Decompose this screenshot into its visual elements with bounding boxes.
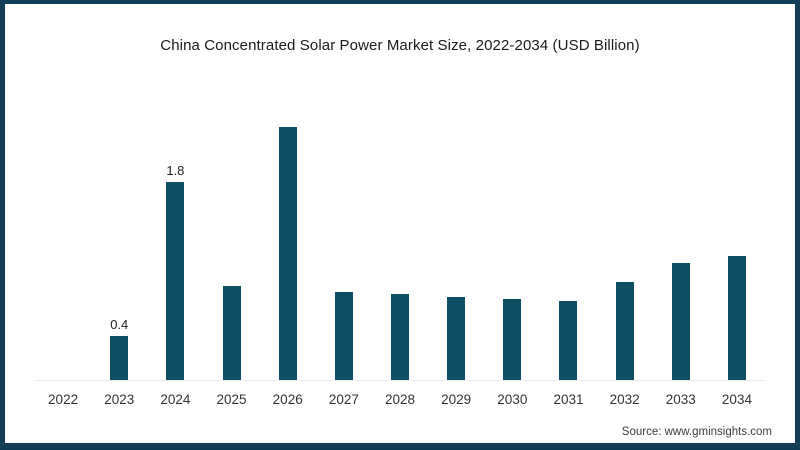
bar-2033 [671,262,690,380]
x-tick-2032: 2032 [609,392,640,407]
bar-chart-plot-area: 0.4 1.8 [35,100,765,381]
bar-slot-2026 [260,100,316,380]
bar-slot-2031 [540,100,596,380]
bar-2029 [447,296,466,380]
bar-2023 [110,336,129,380]
bar-2028 [391,294,410,380]
x-tick-2031: 2031 [553,392,584,407]
x-tick-2023: 2023 [104,392,135,407]
bar-2030 [503,298,522,380]
source-attribution: Source: www.gminsights.com [621,426,772,438]
bar-slot-2029 [428,100,484,380]
bar-2031 [559,300,578,380]
bar-slot-2027 [316,100,372,380]
x-tick-2033: 2033 [665,392,696,407]
bar-slot-2023: 0.4 [91,100,147,380]
x-tick-2022: 2022 [48,392,79,407]
bar-slot-2022 [35,100,91,380]
bar-2025 [222,285,241,380]
chart-title: China Concentrated Solar Power Market Si… [160,37,640,54]
x-tick-2034: 2034 [721,392,752,407]
bar-2032 [615,282,634,380]
x-tick-2027: 2027 [328,392,359,407]
bar-slot-2025 [203,100,259,380]
bar-slot-2028 [372,100,428,380]
bar-2027 [334,292,353,380]
bar-slot-2024: 1.8 [147,100,203,380]
data-label-2023: 0.4 [110,317,129,333]
bar-2026 [278,127,297,380]
data-label-2024: 1.8 [166,163,185,179]
x-axis-labels: 2022 2023 2024 2025 2026 2027 2028 2029 2030 2031… [35,392,765,407]
bar-slot-2032 [597,100,653,380]
x-tick-2028: 2028 [384,392,416,407]
bar-slot-2034 [709,100,765,380]
x-tick-2030: 2030 [497,392,528,407]
x-tick-2025: 2025 [216,392,247,407]
x-tick-2029: 2029 [441,392,472,407]
bar-2024 [166,182,185,380]
x-tick-2026: 2026 [272,392,303,407]
bar-slot-2030 [484,100,540,380]
bar-slot-2033 [653,100,709,380]
bar-2034 [727,255,746,380]
x-tick-2024: 2024 [160,392,191,407]
